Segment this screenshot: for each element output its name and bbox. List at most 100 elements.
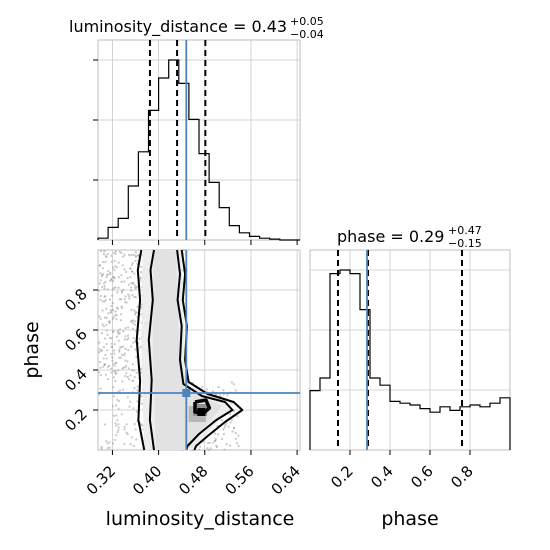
scatter-point [232, 410, 235, 413]
peak-marker [197, 408, 206, 416]
scatter-point [101, 349, 104, 352]
scatter-point [133, 422, 136, 426]
scatter-point [113, 364, 116, 367]
histogram-steps [97, 59, 511, 450]
scatter-point [112, 376, 116, 379]
scatter-point [106, 442, 109, 445]
xtick-label-luminosity-distance: 0.56 [221, 462, 257, 498]
scatter-point [228, 444, 232, 447]
scatter-point [109, 308, 112, 312]
scatter-point [115, 434, 118, 437]
scatter-point [108, 322, 111, 325]
scatter-point [115, 414, 118, 417]
scatter-point [111, 359, 114, 362]
scatter-point [100, 332, 104, 335]
scatter-point [113, 286, 116, 289]
scatter-point [120, 251, 123, 254]
scatter-point [105, 357, 108, 360]
scatter-point [229, 421, 232, 424]
scatter-point [133, 272, 136, 275]
scatter-point [113, 251, 116, 254]
title-ld-err-plus: +0.05 [290, 15, 324, 28]
scatter-point [116, 419, 119, 422]
contour-line [176, 249, 234, 451]
scatter-point [100, 446, 103, 449]
scatter-point [236, 415, 239, 418]
scatter-point [102, 325, 105, 328]
scatter-point [111, 405, 114, 408]
scatter-point [114, 310, 117, 313]
quantile-lines [148, 40, 463, 450]
ytick-label-phase: 0.4 [61, 365, 91, 395]
scatter-point [115, 424, 118, 427]
scatter-point [140, 271, 143, 274]
scatter-point [136, 400, 139, 403]
scatter-point [103, 295, 106, 298]
scatter-point [120, 274, 123, 277]
scatter-point [130, 345, 133, 348]
scatter-point [124, 295, 127, 298]
scatter-point [102, 260, 105, 263]
tick-marks [93, 59, 471, 455]
scatter-point [112, 330, 115, 333]
scatter-point [112, 414, 116, 417]
scatter-point [101, 267, 104, 270]
scatter-point [109, 311, 112, 314]
title-phase-err-minus: −0.15 [448, 237, 482, 250]
scatter-point [111, 317, 114, 321]
scatter-point [108, 298, 111, 301]
scatter-point [118, 328, 122, 331]
scatter-point [102, 357, 105, 360]
scatter-point [237, 434, 240, 437]
scatter-point [140, 402, 143, 405]
scatter-point [110, 345, 113, 348]
scatter-point [112, 308, 115, 312]
scatter-point [111, 294, 114, 297]
scatter-point [124, 375, 127, 378]
scatter-point [123, 253, 126, 256]
scatter-point [230, 418, 233, 421]
ytick-label-phase: 0.6 [61, 325, 91, 355]
scatter-point [113, 268, 116, 272]
scatter-point [101, 273, 104, 276]
scatter-point [115, 266, 119, 269]
title-ld-median: 0.43 [251, 17, 287, 36]
scatter-point [127, 349, 130, 352]
histogram-phase [309, 269, 511, 450]
scatter-point [140, 423, 143, 426]
scatter-point [132, 341, 135, 344]
scatter-point [126, 276, 129, 280]
scatter-point [102, 282, 106, 285]
xtick-label-phase: 0.4 [367, 462, 397, 492]
scatter-point [104, 254, 107, 258]
scatter-point [134, 251, 137, 254]
scatter-point [115, 404, 118, 407]
scatter-point [124, 335, 127, 338]
scatter-point [129, 267, 132, 270]
scatter-point [120, 280, 123, 283]
scatter-point [125, 423, 128, 426]
scatter-point [135, 311, 138, 314]
scatter-point [132, 327, 135, 330]
scatter-point [118, 400, 121, 403]
scatter-point [115, 314, 118, 317]
scatter-point [135, 438, 138, 441]
scatter-point [99, 317, 102, 320]
scatter-point [119, 356, 122, 359]
scatter-point [114, 372, 117, 375]
scatter-point [99, 264, 102, 267]
scatter-point [101, 323, 104, 326]
scatter-point [133, 320, 137, 323]
scatter-point [198, 448, 201, 451]
title-ld-equals: = [228, 17, 252, 36]
scatter-point [117, 332, 120, 335]
scatter-point [129, 400, 132, 403]
scatter-point [212, 441, 215, 444]
scatter-point [116, 291, 119, 294]
scatter-point [130, 263, 134, 267]
scatter-point [105, 316, 108, 319]
scatter-point [111, 302, 114, 305]
scatter-point [209, 447, 213, 450]
scatter-point [125, 364, 128, 367]
scatter-point [106, 378, 109, 381]
